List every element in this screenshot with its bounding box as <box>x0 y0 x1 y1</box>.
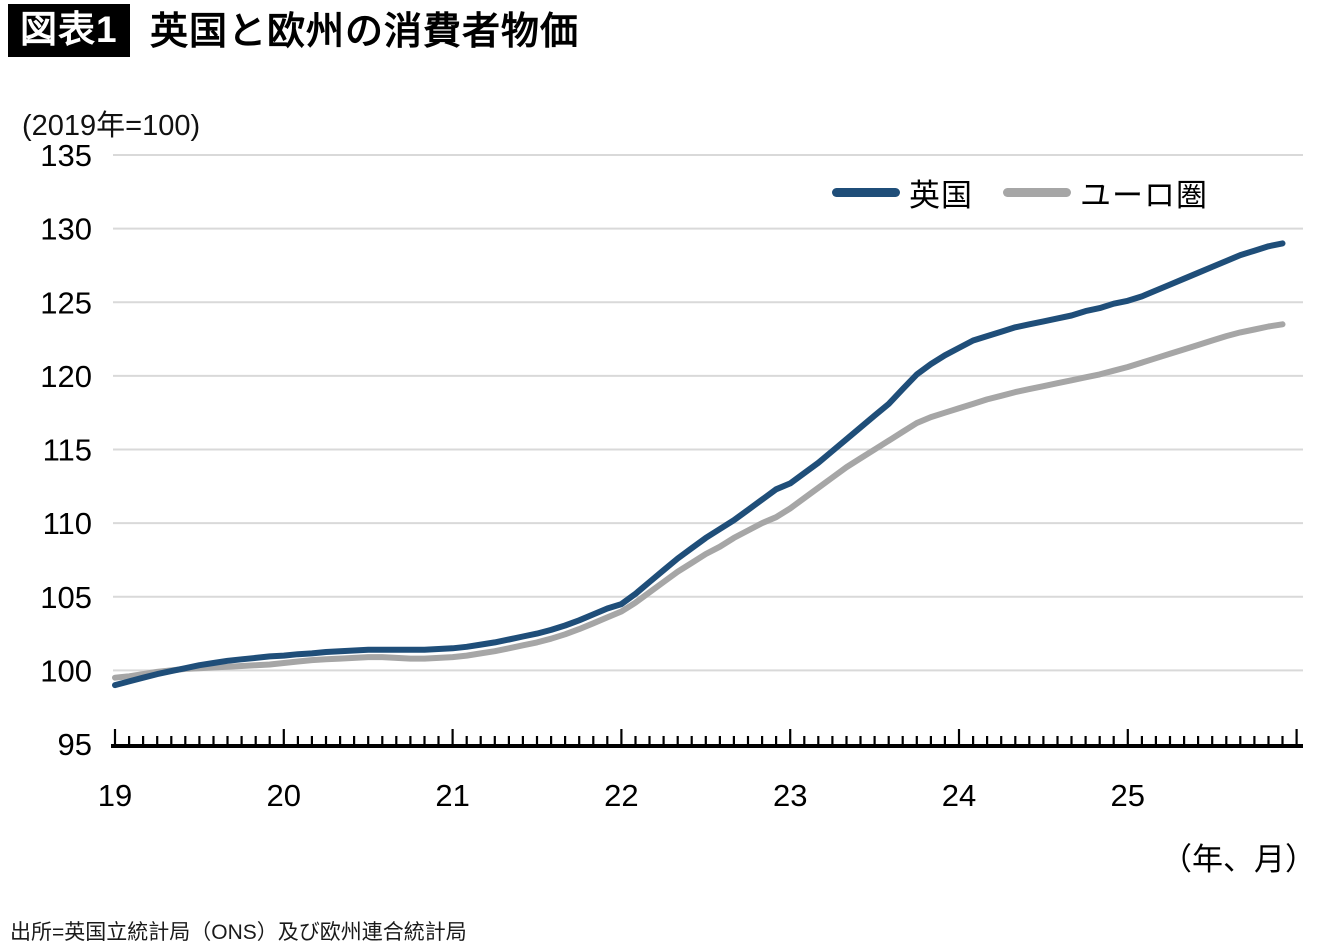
legend: 英国 ユーロ圏 <box>832 170 1208 215</box>
uk-line-swatch <box>832 188 900 197</box>
y-tick-label: 125 <box>40 285 92 320</box>
x-tick-label: 21 <box>435 778 469 813</box>
page-title: 英国と欧州の消費者物価 <box>150 11 580 53</box>
series-line-euro <box>112 321 1286 681</box>
x-axis-unit-note: （年、月） <box>1161 842 1316 877</box>
x-tick-label: 24 <box>942 778 976 813</box>
legend-label-uk: 英国 <box>909 178 973 213</box>
x-tick-label: 25 <box>1111 778 1145 813</box>
y-tick-label: 110 <box>43 506 92 541</box>
y-tick-label: 95 <box>58 727 92 762</box>
x-tick-label: 22 <box>604 778 638 813</box>
euro-line-swatch <box>1003 188 1071 197</box>
source-note: 出所=英国立統計局（ONS）及び欧州連合統計局 <box>10 921 467 944</box>
y-tick-label: 130 <box>40 212 92 247</box>
y-tick-label: 100 <box>40 653 92 688</box>
figure-number-badge: 図表1 <box>8 4 130 57</box>
x-tick-label: 23 <box>773 778 807 813</box>
legend-item-uk: 英国 <box>832 170 973 215</box>
y-tick-label: 105 <box>40 580 92 615</box>
y-tick-label: 115 <box>43 433 92 468</box>
x-tick-label: 20 <box>267 778 301 813</box>
y-tick-label: 120 <box>40 359 92 394</box>
x-tick-label: 19 <box>98 778 132 813</box>
y-axis-unit-note: (2019年=100) <box>22 110 201 142</box>
series-line-uk <box>112 240 1286 689</box>
legend-item-euro: ユーロ圏 <box>1003 170 1208 215</box>
y-tick-label: 135 <box>40 138 92 173</box>
legend-label-euro: ユーロ圏 <box>1080 178 1208 213</box>
